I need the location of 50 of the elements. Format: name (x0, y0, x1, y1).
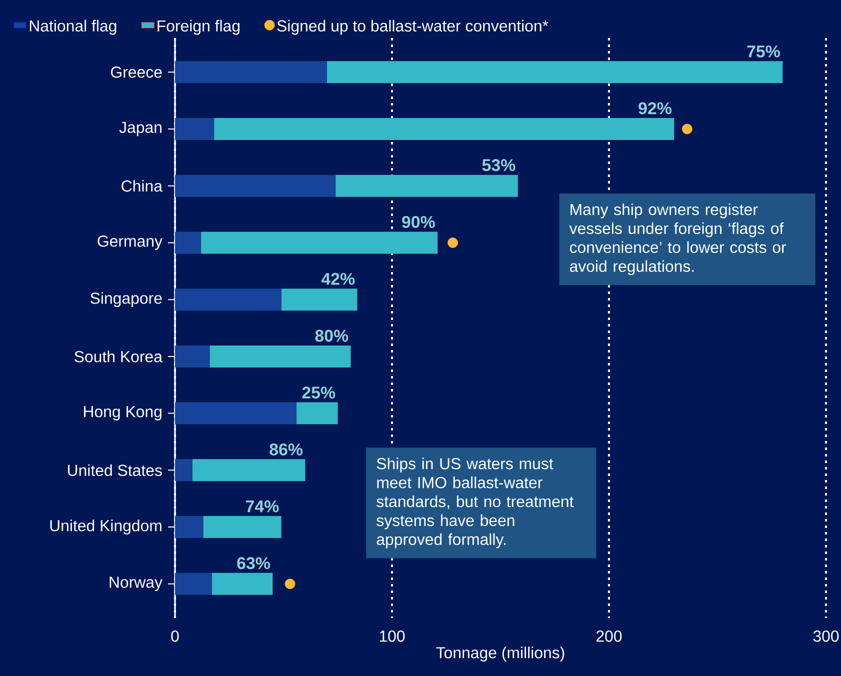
annotation: 80% (315, 330, 348, 342)
annotation: 92% (638, 102, 672, 114)
bar (175, 572, 212, 595)
bar (175, 118, 214, 140)
annotation: 63% (237, 557, 270, 570)
bar (175, 174, 336, 197)
bar (212, 572, 273, 595)
annotation: 53% (482, 159, 516, 172)
x-tick-label: 100 (380, 630, 405, 642)
bar (175, 61, 327, 84)
bar (203, 516, 282, 538)
legend-label: Foreign flag (158, 20, 240, 35)
annotation: Many ship owners register vessels under foreign ‘flags of convenience’ to lower costs or avoid regulations. (569, 203, 786, 276)
y-tick-label: Greece (111, 66, 162, 78)
annotation: 75% (747, 45, 780, 58)
x-tick-label: 0 (171, 630, 179, 642)
y-tick-label: Japan (119, 122, 162, 136)
bar (175, 232, 202, 254)
annotation: 42% (321, 272, 355, 285)
y-tick-label: Germany (98, 236, 162, 250)
y-tick-label: South Korea (74, 350, 162, 362)
annotation: 86% (270, 443, 303, 456)
legend-label: Signed up to ballast-water convention* (277, 20, 548, 35)
annotation: Ships in US waters must meet IMO ballast-water standards, but no treatment systems have been approved formally. (376, 458, 574, 548)
bar (175, 402, 297, 424)
y-tick-label: United States (68, 464, 162, 476)
bar (210, 345, 351, 368)
annotation: 74% (246, 500, 279, 512)
y-tick-label: United Kingdom (50, 520, 162, 534)
bar (296, 402, 338, 424)
bar (175, 516, 204, 538)
bar (175, 345, 210, 368)
annotation: 90% (402, 216, 435, 228)
bar (175, 459, 192, 482)
bar (175, 288, 282, 311)
y-tick-label: Norway (110, 576, 162, 592)
x-tick-label: 300 (813, 630, 839, 642)
annotation: 25% (302, 386, 336, 399)
bar (336, 174, 518, 197)
x-axis-title: Tonnage (millions) (436, 646, 564, 662)
x-tick-label: 200 (596, 630, 622, 642)
y-tick-label: China (122, 180, 162, 192)
legend-label: National flag (30, 20, 116, 35)
y-tick-label: Singapore (90, 292, 162, 308)
bar (214, 118, 674, 140)
bar (281, 288, 358, 311)
y-tick-label: Hong Kong (84, 406, 162, 420)
bar (192, 459, 306, 482)
bar (201, 232, 438, 254)
bar (326, 61, 783, 84)
